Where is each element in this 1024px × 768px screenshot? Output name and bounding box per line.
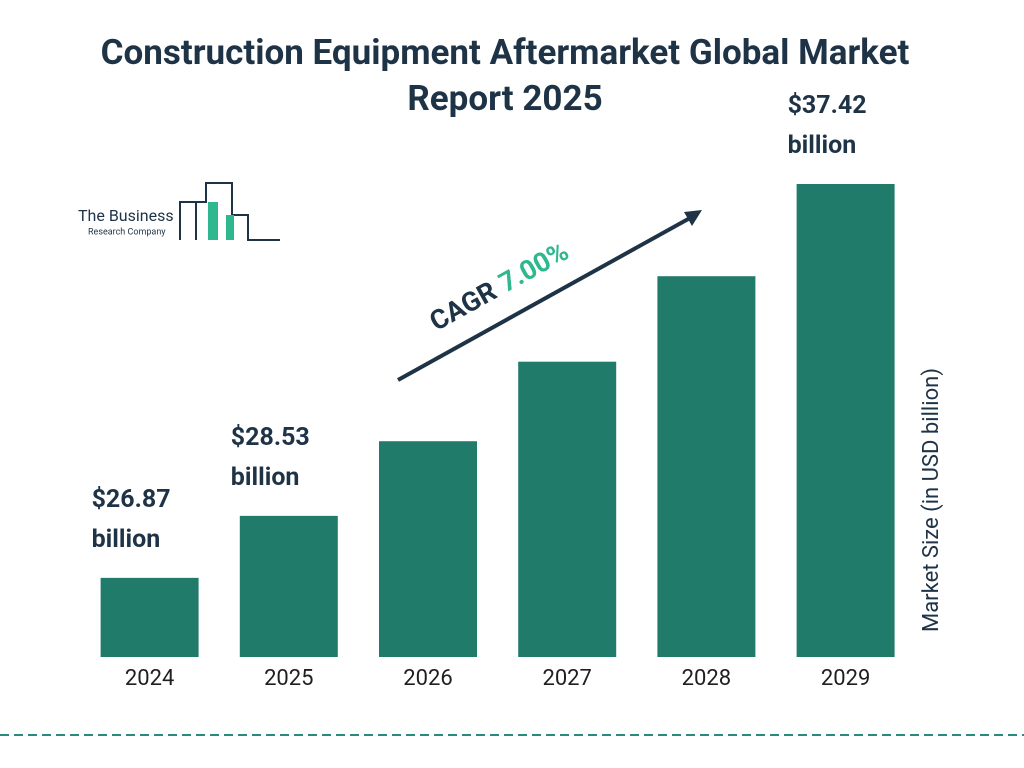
logo	[179, 182, 280, 241]
logo-line1: The Business	[78, 206, 174, 225]
logo-line2: Research Company	[88, 227, 166, 237]
bar	[796, 184, 895, 657]
bar	[518, 361, 617, 657]
x-tick-label: 2027	[542, 666, 591, 691]
cagr-arrow	[397, 216, 691, 382]
value-label: $28.53 billion	[230, 422, 310, 492]
value-label: $26.87 billion	[91, 484, 171, 554]
bar	[239, 515, 338, 657]
bar	[100, 577, 199, 657]
x-tick-label: 2028	[682, 666, 731, 691]
value-label: $37.42 billion	[787, 91, 867, 160]
chart-title: Construction Equipment Aftermarket Globa…	[100, 32, 910, 119]
x-tick-label: 2026	[403, 666, 452, 691]
bar	[657, 276, 756, 657]
y-axis-label: Market Size (in USD billion)	[919, 368, 944, 632]
cagr-arrowhead	[684, 210, 702, 226]
bar	[379, 441, 477, 657]
x-tick-label: 2024	[125, 666, 174, 691]
x-tick-label: 2025	[264, 666, 313, 691]
x-tick-label: 2029	[821, 666, 870, 691]
